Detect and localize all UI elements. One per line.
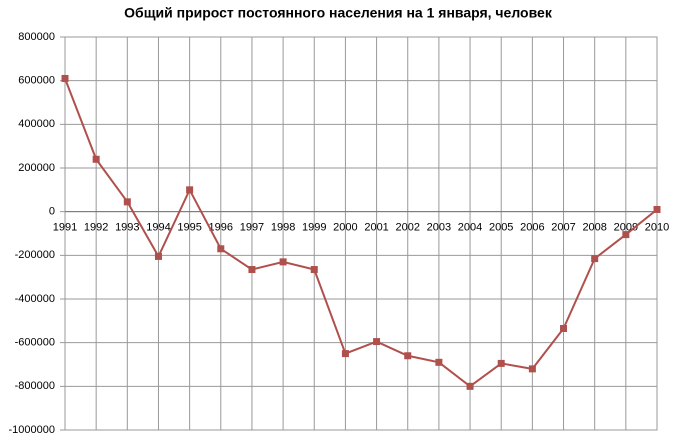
- marker: [61, 74, 69, 82]
- y-tick-label: 200000: [18, 162, 55, 174]
- x-tick-label: 2001: [364, 222, 388, 234]
- x-tick-label: 1993: [115, 222, 139, 234]
- marker: [123, 198, 131, 206]
- marker: [279, 258, 287, 266]
- marker: [154, 252, 162, 260]
- x-tick-label: 1992: [84, 222, 108, 234]
- marker: [341, 350, 349, 358]
- y-tick-label: 600000: [18, 75, 55, 87]
- y-tick-label: -1000000: [9, 424, 56, 436]
- x-tick-label: 1996: [209, 222, 233, 234]
- marker: [466, 382, 474, 390]
- y-tick-label: -800000: [15, 380, 55, 392]
- marker: [310, 266, 318, 274]
- line: [64, 78, 658, 388]
- y-tick-label: 0: [49, 206, 55, 218]
- marker: [591, 255, 599, 263]
- marker: [435, 358, 443, 366]
- x-tick-label: 1991: [53, 222, 77, 234]
- marker: [404, 352, 412, 360]
- x-tick-label: 2003: [427, 222, 451, 234]
- x-tick-label: 1995: [177, 222, 201, 234]
- x-tick-label: 2004: [458, 222, 482, 234]
- y-tick-label: 800000: [18, 31, 55, 43]
- y-tick-label: -200000: [15, 249, 55, 261]
- x-tick-label: 1998: [271, 222, 295, 234]
- marker: [92, 155, 100, 163]
- plot-border: [64, 36, 658, 431]
- x-tick-label: 2005: [489, 222, 513, 234]
- y-tick-label: -400000: [15, 293, 55, 305]
- y-tick-label: -600000: [15, 337, 55, 349]
- marker: [497, 359, 505, 367]
- x-tick-label: 2008: [582, 222, 606, 234]
- marker: [653, 205, 661, 213]
- marker: [528, 365, 536, 373]
- x-tick-label: 2010: [645, 222, 669, 234]
- chart-title: Общий прирост постоянного населения на 1…: [124, 5, 553, 21]
- marker: [373, 338, 381, 346]
- x-tick-label: 1999: [302, 222, 326, 234]
- x-tick-label: 1994: [146, 222, 170, 234]
- marker: [248, 266, 256, 274]
- x-tick-label: 1997: [240, 222, 264, 234]
- marker: [217, 245, 225, 253]
- x-tick-label: 2000: [333, 222, 357, 234]
- marker: [560, 324, 568, 332]
- x-tick-label: 2002: [395, 222, 419, 234]
- y-tick-label: 400000: [18, 118, 55, 130]
- marker: [622, 231, 630, 239]
- x-tick-label: 2006: [520, 222, 544, 234]
- marker: [186, 186, 194, 194]
- x-tick-label: 2007: [551, 222, 575, 234]
